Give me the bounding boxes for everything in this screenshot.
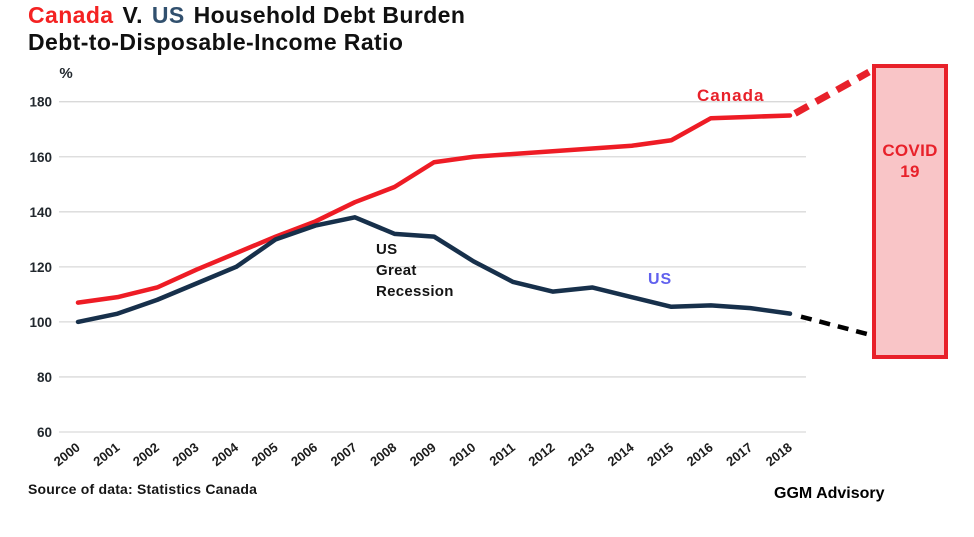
title-rest: Household Debt Burden xyxy=(193,2,466,28)
x-tick-label-2012: 2012 xyxy=(525,440,557,470)
y-tick-label-120: 120 xyxy=(29,260,52,275)
y-tick-label-60: 60 xyxy=(37,425,52,440)
x-tick-label-2003: 2003 xyxy=(169,440,201,470)
title-line-2: Debt-to-Disposable-Income Ratio xyxy=(28,29,404,55)
recession-line-1: US xyxy=(376,241,398,258)
covid-box-label-line2: 19 xyxy=(900,162,920,181)
x-tick-label-2001: 2001 xyxy=(90,440,122,470)
canada-series-label: Canada xyxy=(697,86,765,105)
x-tick-label-2000: 2000 xyxy=(51,440,83,470)
covid-box-label-line1: COVID xyxy=(882,141,938,160)
y-axis-unit-label: % xyxy=(59,65,72,82)
x-tick-label-2005: 2005 xyxy=(249,440,281,470)
x-tick-label-2018: 2018 xyxy=(763,440,795,470)
x-tick-label-2017: 2017 xyxy=(723,440,755,470)
x-tick-label-2015: 2015 xyxy=(644,440,676,470)
us-projection-dashed-line xyxy=(800,314,868,337)
us-great-recession-annotation: US Great Recession xyxy=(376,239,454,302)
title-versus: V. xyxy=(122,2,143,28)
x-tick-label-2007: 2007 xyxy=(328,440,360,470)
recession-line-2: Great xyxy=(376,262,417,279)
recession-line-3: Recession xyxy=(376,283,454,300)
x-tick-label-2002: 2002 xyxy=(130,440,162,470)
brand-label: GGM Advisory xyxy=(774,485,885,502)
x-tick-label-2013: 2013 xyxy=(565,440,597,470)
x-tick-label-2014: 2014 xyxy=(605,439,638,469)
x-tick-label-2010: 2010 xyxy=(446,440,478,470)
x-tick-label-2011: 2011 xyxy=(486,440,517,469)
canada-line xyxy=(75,113,793,305)
title-us: US xyxy=(151,2,185,28)
title-line-1: Canada V. US Household Debt Burden xyxy=(28,2,465,29)
x-tick-label-2009: 2009 xyxy=(407,440,439,470)
us-line xyxy=(75,215,793,325)
title-canada: Canada xyxy=(28,2,114,28)
x-tick-label-2016: 2016 xyxy=(684,440,716,470)
y-tick-label-80: 80 xyxy=(37,370,52,385)
y-tick-label-160: 160 xyxy=(29,150,52,165)
y-tick-label-140: 140 xyxy=(29,205,52,220)
us-series-label: US xyxy=(648,271,673,288)
y-tick-label-180: 180 xyxy=(29,95,52,110)
y-tick-label-100: 100 xyxy=(29,315,52,330)
x-tick-label-2006: 2006 xyxy=(288,440,320,470)
canada-projection-dashed-line xyxy=(793,68,871,117)
chart-title: Canada V. US Household Debt Burden Debt-to-… xyxy=(28,2,465,56)
x-tick-label-2004: 2004 xyxy=(209,439,242,469)
covid-19-box: COVID 19 xyxy=(872,64,948,359)
x-tick-label-2008: 2008 xyxy=(367,440,399,470)
data-source-note: Source of data: Statistics Canada xyxy=(28,481,258,497)
